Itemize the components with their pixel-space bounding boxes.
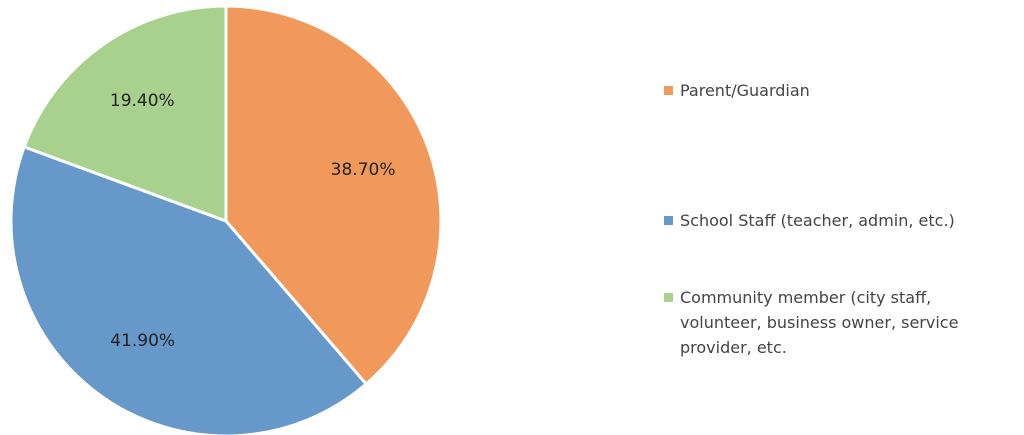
legend-label: Community member (city staff, volunteer,… xyxy=(680,288,959,357)
legend-swatch xyxy=(664,293,673,302)
data-label: 19.40% xyxy=(110,91,175,111)
data-label: 41.90% xyxy=(110,331,175,351)
pie-slice xyxy=(224,4,443,387)
pie-slice xyxy=(9,144,369,435)
legend-swatch xyxy=(664,216,673,225)
legend-item: Community member (city staff, volunteer,… xyxy=(664,285,1014,360)
pie-slice xyxy=(22,4,228,224)
legend-swatch xyxy=(664,86,673,95)
data-label: 38.70% xyxy=(331,160,396,180)
legend-item: Parent/Guardian xyxy=(664,78,1014,103)
legend-label: School Staff (teacher, admin, etc.) xyxy=(680,211,955,230)
legend-item: School Staff (teacher, admin, etc.) xyxy=(664,208,1014,233)
legend-label: Parent/Guardian xyxy=(680,81,810,100)
